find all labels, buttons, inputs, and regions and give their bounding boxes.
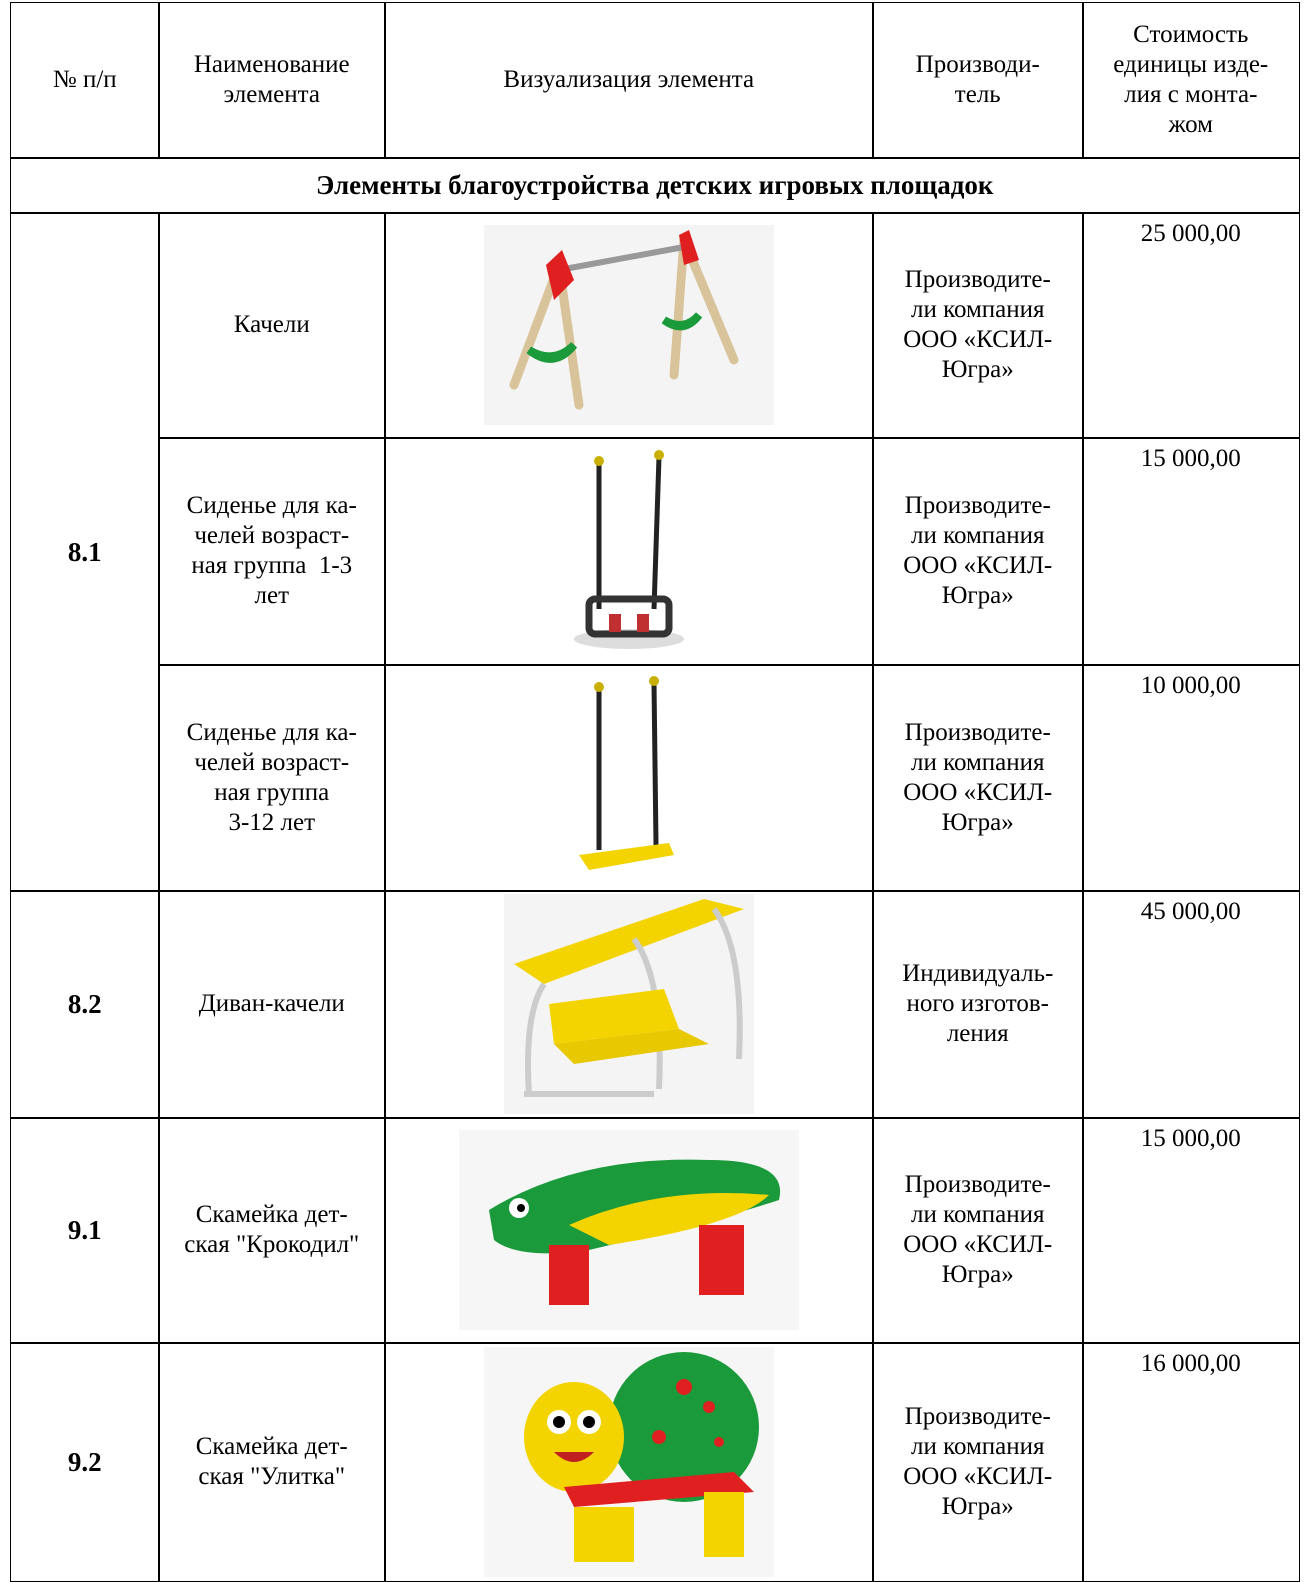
item-number: 9.1 [67,1215,102,1246]
image-cell [384,890,874,1119]
maker-cell: Производите-ли компания ООО «КСИЛ- Югра» [872,1342,1084,1582]
name-cell: Качели [158,212,386,439]
price-text: 45 000,00 [1140,898,1241,925]
name-text: ская "Улитка" [198,1462,346,1490]
maker-text: ли компания [910,1201,1045,1229]
maker-cell: Индивидуаль-ного изготов-ления [872,890,1084,1119]
maker-text: ного изготов- [906,990,1050,1018]
maker-text: ООО «КСИЛ- [903,552,1053,580]
maker-text: ли компания [910,522,1045,550]
header-text: Визуализация элемента [503,66,755,94]
maker-text: Югра» [941,1492,1014,1520]
product-image [483,225,774,426]
name-text: ная группа 1-3 [191,552,353,580]
product-image [573,449,684,649]
product-image [483,1346,774,1577]
name-text: Сиденье для ка- [186,492,357,520]
name-text: челей возраст- [194,748,350,776]
image-cell [384,212,874,439]
name-cell: Сиденье для ка-челей возраст-ная группа … [158,437,386,666]
maker-cell: Производите-ли компания ООО «КСИЛ- Югра» [872,437,1084,666]
maker-text: Югра» [941,582,1014,610]
header-cell: Производи-тель [872,2,1084,159]
name-text: Качели [233,311,310,339]
maker-text: ления [946,1020,1009,1048]
maker-text: Производите- [904,492,1051,520]
section-row: Элементы благоустройства детских игровых… [10,157,1300,214]
name-cell: Скамейка дет-ская "Улитка" [158,1342,386,1582]
name-cell: Скамейка дет-ская "Крокодил" [158,1117,386,1344]
maker-text: Производите- [904,266,1051,294]
name-text: Скамейка дет- [195,1432,348,1460]
maker-text: Югра» [941,356,1014,384]
price-text: 15 000,00 [1140,445,1241,472]
name-cell: Диван-качели [158,890,386,1119]
name-text: ская "Крокодил" [184,1231,360,1259]
header-cell: Наименование элемента [158,2,386,159]
name-text: челей возраст- [194,522,350,550]
item-number: 8.2 [67,989,102,1020]
maker-text: ли компания [910,296,1045,324]
header-text: единицы изде- [1113,51,1269,79]
product-image [503,894,754,1115]
image-cell [384,1117,874,1344]
product-image [458,1130,799,1331]
name-text: Скамейка дет- [195,1201,348,1229]
header-text: Производи- [915,51,1040,79]
maker-text: ООО «КСИЛ- [903,778,1053,806]
maker-text: ли компания [910,1432,1045,1460]
maker-text: Производите- [904,1402,1051,1430]
name-text: Диван-качели [198,990,345,1018]
header-text: Стоимость [1133,21,1249,49]
image-cell [384,1342,874,1582]
name-cell: Сиденье для ка-челей возраст-ная группа 3… [158,664,386,892]
header-text: тель [954,81,1001,109]
header-text: № п/п [52,66,117,94]
name-text: 3-12 лет [228,808,316,836]
item-number: 9.2 [67,1446,102,1477]
price-cell: 45 000,00 [1082,890,1300,1119]
section-title: Элементы благоустройства детских игровых… [316,170,994,201]
product-image [578,676,674,871]
price-text: 16 000,00 [1140,1350,1241,1377]
maker-text: Индивидуаль- [902,960,1054,988]
maker-text: ли компания [910,748,1045,776]
image-cell [384,664,874,892]
number-cell: 9.1 [10,1117,160,1344]
price-text: 15 000,00 [1140,1125,1241,1152]
price-cell: 25 000,00 [1082,212,1300,439]
name-text: ная группа [214,778,330,806]
maker-text: ООО «КСИЛ- [903,1231,1053,1259]
item-number: 8.1 [67,536,102,567]
header-text: элемента [223,81,320,109]
maker-text: ООО «КСИЛ- [903,1462,1053,1490]
maker-text: Производите- [904,718,1051,746]
maker-cell: Производите-ли компания ООО «КСИЛ- Югра» [872,212,1084,439]
number-cell: 9.2 [10,1342,160,1582]
price-text: 10 000,00 [1140,672,1241,699]
number-cell: 8.1 [10,212,160,892]
maker-text: Югра» [941,808,1014,836]
price-cell: 16 000,00 [1082,1342,1300,1582]
image-cell [384,437,874,666]
number-cell: 8.2 [10,890,160,1119]
maker-cell: Производите-ли компания ООО «КСИЛ- Югра» [872,1117,1084,1344]
header-text: Наименование [193,51,350,79]
header-text: лия с монта- [1124,81,1258,109]
price-cell: 15 000,00 [1082,1117,1300,1344]
header-cell: Стоимость единицы изде-лия с монта-жом [1082,2,1300,159]
header-cell: № п/п [10,2,160,159]
name-text: лет [254,582,290,610]
price-text: 25 000,00 [1140,220,1241,247]
maker-text: Производите- [904,1171,1051,1199]
header-text: жом [1168,111,1214,139]
maker-text: ООО «КСИЛ- [903,326,1053,354]
maker-text: Югра» [941,1261,1014,1289]
maker-cell: Производите-ли компания ООО «КСИЛ- Югра» [872,664,1084,892]
name-text: Сиденье для ка- [186,718,357,746]
price-cell: 10 000,00 [1082,664,1300,892]
price-cell: 15 000,00 [1082,437,1300,666]
header-cell: Визуализация элемента [384,2,874,159]
